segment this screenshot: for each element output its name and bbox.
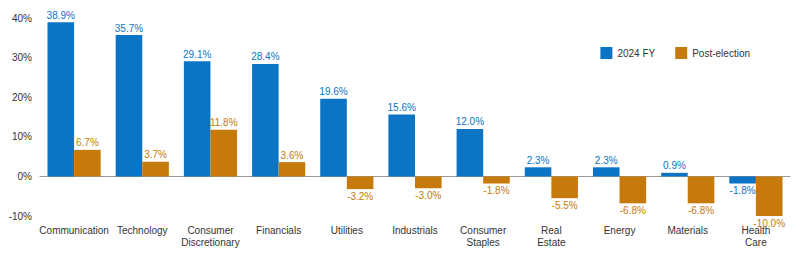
svg-text:0%: 0% [18,171,33,182]
svg-text:Staples: Staples [467,237,500,248]
svg-text:Real: Real [541,225,562,236]
svg-text:40%: 40% [12,13,32,24]
svg-text:29.1%: 29.1% [183,49,211,60]
svg-text:0.9%: 0.9% [663,160,686,171]
svg-text:6.7%: 6.7% [76,137,99,148]
svg-text:Financials: Financials [256,225,301,236]
svg-text:-10.0%: -10.0% [753,218,785,229]
svg-text:20%: 20% [12,92,32,103]
svg-text:-1.8%: -1.8% [483,185,509,196]
svg-text:Consumer: Consumer [460,225,507,236]
svg-text:19.6%: 19.6% [319,86,347,97]
svg-text:30%: 30% [12,52,32,63]
svg-text:28.4%: 28.4% [251,51,279,62]
svg-text:Post-election: Post-election [692,48,750,59]
svg-text:35.7%: 35.7% [115,23,143,34]
svg-text:-10%: -10% [9,211,32,222]
svg-text:-6.8%: -6.8% [620,205,646,216]
svg-text:-6.8%: -6.8% [688,205,714,216]
svg-text:-1.8%: -1.8% [730,185,756,196]
svg-text:Care: Care [745,237,767,248]
svg-text:10%: 10% [12,131,32,142]
svg-text:15.6%: 15.6% [388,102,416,113]
svg-text:Health: Health [741,224,771,236]
svg-text:Energy: Energy [604,225,636,236]
svg-text:Materials: Materials [667,225,708,236]
svg-text:12.0%: 12.0% [456,116,484,127]
svg-text:11.8%: 11.8% [210,117,238,128]
svg-text:Estate: Estate [537,237,566,248]
svg-text:3.6%: 3.6% [281,150,304,161]
svg-text:-3.0%: -3.0% [415,190,441,201]
svg-text:2024 FY: 2024 FY [617,48,655,59]
svg-text:-5.5%: -5.5% [552,200,578,211]
svg-text:Communication: Communication [39,225,108,236]
svg-text:Discretionary: Discretionary [181,237,239,248]
svg-text:2.3%: 2.3% [595,155,618,166]
svg-text:38.9%: 38.9% [47,10,75,21]
svg-text:Consumer: Consumer [187,225,234,236]
svg-text:Utilities: Utilities [331,225,363,236]
svg-text:3.7%: 3.7% [144,149,167,160]
svg-text:Technology: Technology [117,225,168,236]
svg-text:-3.2%: -3.2% [347,191,373,202]
svg-text:Industrials: Industrials [392,225,438,236]
svg-text:2.3%: 2.3% [527,155,550,166]
